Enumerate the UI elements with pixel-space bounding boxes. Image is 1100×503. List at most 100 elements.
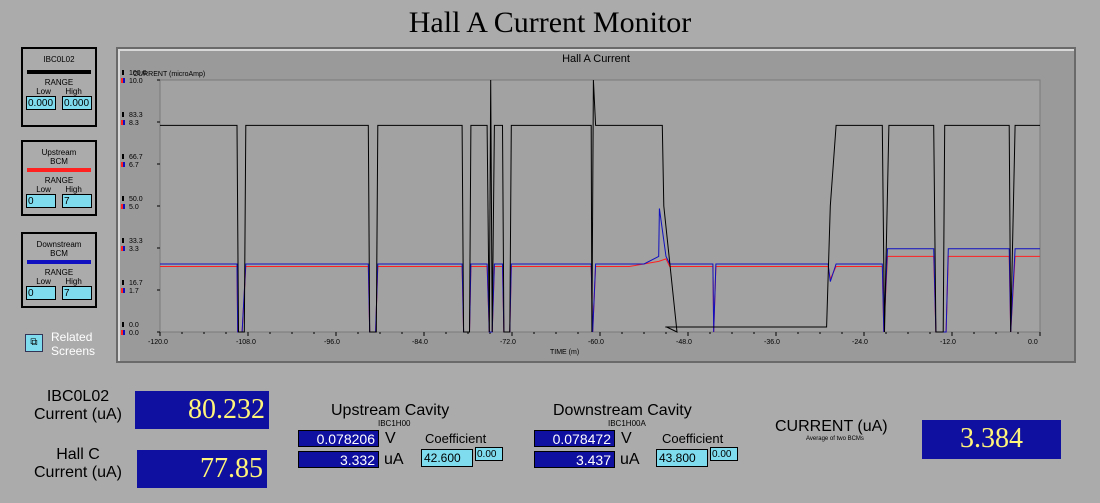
related-screens-icon[interactable]: ⧉ [25,334,43,352]
x-tick-label: -120.0 [148,339,168,346]
range-low-input[interactable] [26,286,56,300]
upstream-ua-unit: uA [384,451,404,468]
range-high-input[interactable] [62,286,92,300]
y-tick-marker-blue [123,288,125,293]
x-tick-label: -60.0 [588,339,604,346]
y-axis-label: CURRENT (microAmp) [133,71,205,78]
range-high-input[interactable] [62,194,92,208]
low-label: Low [36,87,51,96]
ibc-current-value: 80.232 [135,391,269,429]
x-tick-label: -36.0 [764,339,780,346]
low-label: Low [36,185,51,194]
upstream-title: Upstream Cavity [331,402,450,419]
range-label: RANGE [44,78,74,87]
y-tick-label-colored: 6.7 [129,162,139,169]
legend-name-2: BCM [50,249,68,258]
y-tick-marker-black [122,70,124,75]
legend-downstream-bcm: Downstream BCM RANGE Low High [21,232,97,308]
y-tick-label-black: 50.0 [129,196,143,203]
y-tick-marker-black [122,196,124,201]
downstream-current: 3.437 [534,451,615,468]
downstream-ua-unit: uA [620,451,640,468]
legend-color-bar [27,260,91,264]
y-tick-marker-red [121,246,123,251]
x-tick-label: 0.0 [1028,339,1038,346]
y-tick-marker-red [121,330,123,335]
x-tick-label: -96.0 [324,339,340,346]
y-tick-label-black: 66.7 [129,154,143,161]
series-line-ibc0l02 [160,79,1040,333]
upstream-offset-input[interactable]: 0.00 [475,447,503,461]
y-tick-marker-black [122,112,124,117]
high-label: High [65,87,82,96]
range-label: RANGE [44,268,74,277]
range-low-input[interactable] [26,96,56,110]
current-sub: Average of two BCMs [806,436,864,442]
y-tick-marker-black [122,238,124,243]
legend-upstream-bcm: Upstream BCM RANGE Low High [21,140,97,216]
range-high-input[interactable] [62,96,92,110]
current-label: CURRENT (uA) [775,418,888,435]
y-tick-label-colored: 0.0 [129,330,139,337]
y-tick-label-colored: 5.0 [129,204,139,211]
y-tick-marker-black [122,154,124,159]
y-tick-marker-red [121,120,123,125]
downstream-coef-input[interactable]: 43.800 [656,449,708,467]
upstream-coef-input[interactable]: 42.600 [421,449,473,467]
y-tick-marker-blue [123,204,125,209]
downstream-coef-label: Coefficient [662,431,724,446]
upstream-current: 3.332 [298,451,379,468]
x-tick-label: -84.0 [412,339,428,346]
downstream-offset-input[interactable]: 0.00 [710,447,738,461]
high-label: High [65,185,82,194]
y-tick-marker-red [121,78,123,83]
hallc-current-value: 77.85 [137,450,267,488]
high-label: High [65,277,82,286]
x-tick-label: -72.0 [500,339,516,346]
downstream-v-unit: V [621,430,632,447]
related-label-1: Related [51,330,93,344]
chart-title: Hall A Current [562,53,630,65]
y-tick-label-colored: 3.3 [129,246,139,253]
y-tick-marker-blue [123,120,125,125]
y-tick-marker-blue [123,246,125,251]
legend-color-bar [27,168,91,172]
y-tick-label-colored: 10.0 [129,78,143,85]
x-axis-label: TIME (m) [550,349,579,356]
y-tick-label-colored: 1.7 [129,288,139,295]
x-tick-label: -48.0 [676,339,692,346]
downstream-title: Downstream Cavity [553,402,692,419]
upstream-sub: IBC1H00 [378,419,411,428]
low-label: Low [36,277,51,286]
average-current-value: 3.384 [922,420,1061,459]
hallc-current-label: Hall C Current (uA) [33,446,123,481]
legend-name: Upstream [41,148,77,157]
y-tick-marker-blue [123,162,125,167]
ibc-current-label: IBC0L02 Current (uA) [33,388,123,423]
legend-name: IBC0L02 [43,55,75,64]
range-low-input[interactable] [26,194,56,208]
y-tick-label-black: 0.0 [129,322,139,329]
range-label: RANGE [44,176,74,185]
y-tick-label-black: 16.7 [129,280,143,287]
related-label-2: Screens [51,344,96,358]
y-tick-marker-black [122,322,124,327]
y-tick-marker-red [121,162,123,167]
upstream-v-unit: V [385,430,396,447]
y-tick-marker-blue [123,78,125,83]
downstream-voltage: 0.078472 [534,430,615,447]
y-tick-label-black: 33.3 [129,238,143,245]
upstream-voltage: 0.078206 [298,430,379,447]
legend-color-bar [27,70,91,74]
x-tick-label: -24.0 [852,339,868,346]
page-title: Hall A Current Monitor [408,6,692,39]
upstream-coef-label: Coefficient [425,431,487,446]
y-tick-marker-red [121,204,123,209]
x-tick-label: -12.0 [940,339,956,346]
legend-ibc0l02: IBC0L02 RANGE Low High [21,47,97,127]
related-screens-button[interactable]: ⧉ Related Screens [25,330,95,358]
y-tick-marker-black [122,280,124,285]
x-tick-label: -108.0 [236,339,256,346]
y-tick-label-black: 83.3 [129,112,143,119]
